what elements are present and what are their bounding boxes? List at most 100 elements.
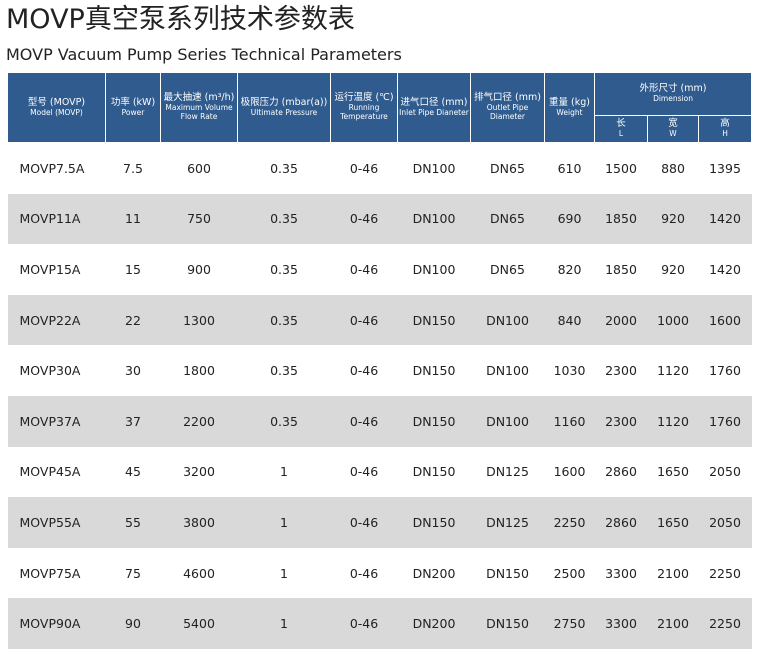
spec-table: 型号 (MOVP) Model (MOVP) 功率 (kW) Power 最大抽速 (m… bbox=[7, 72, 753, 649]
header-en: Ultimate Pressure bbox=[250, 107, 318, 117]
table-cell: 0-46 bbox=[330, 497, 398, 548]
table-head: 型号 (MOVP) Model (MOVP) 功率 (kW) Power 最大抽速 (m… bbox=[7, 72, 753, 143]
header-en: H bbox=[722, 129, 728, 139]
header-cell: 最大抽速 (m³/h) Maximum Volume Flow Rate bbox=[160, 72, 238, 143]
table-cell: 3300 bbox=[594, 598, 648, 649]
header-en: Running Temperature bbox=[340, 103, 388, 121]
table-cell: 3200 bbox=[183, 464, 215, 480]
table-cell: 0-46 bbox=[330, 395, 398, 447]
table-cell: 920 bbox=[647, 193, 699, 245]
header-en: Power bbox=[121, 107, 145, 117]
header-zh: 重量 (kg) bbox=[549, 96, 590, 108]
table-cell: DN150 bbox=[397, 497, 471, 548]
table-cell: 2300 bbox=[605, 363, 637, 379]
table-row: MOVP11A 11 750 0.35 0-46 DN100 DN65 690 1850 920 1… bbox=[7, 193, 752, 245]
table-row: MOVP37A 37 2200 0.35 0-46 DN150 DN100 1160 2300 1… bbox=[7, 395, 752, 447]
table-cell: 5400 bbox=[160, 598, 238, 649]
table-cell: 1600 bbox=[553, 464, 586, 480]
table-cell: 1300 bbox=[160, 294, 238, 346]
table-body: MOVP7.5A 7.5 600 0.35 0-46 DN100 DN65 610 1500 88… bbox=[7, 143, 752, 649]
table-cell: 1500 bbox=[605, 160, 637, 176]
table-cell: DN100 bbox=[397, 193, 471, 245]
header-en: Outlet Pipe Diameter bbox=[486, 103, 529, 121]
header-cell: 型号 (MOVP) Model (MOVP) bbox=[7, 72, 106, 143]
table-cell: 2300 bbox=[594, 395, 648, 447]
table-cell: MOVP15A bbox=[19, 261, 81, 277]
table-cell: MOVP75A bbox=[19, 565, 81, 581]
table-cell: 820 bbox=[557, 261, 582, 277]
table-row: MOVP15A 15 900 0.35 0-46 DN100 DN65 820 1850 920 1… bbox=[8, 244, 752, 295]
table-cell: 22 bbox=[105, 294, 161, 346]
table-cell: 1 bbox=[237, 497, 331, 548]
table-cell: 880 bbox=[661, 160, 685, 176]
header-en: Maximum Volume Flow Rate bbox=[165, 103, 233, 121]
table-row: MOVP45A 45 3200 1 0-46 DN150 DN125 1600 2860 1650… bbox=[8, 447, 752, 498]
table-cell: 3300 bbox=[605, 565, 637, 581]
table-cell: DN65 bbox=[490, 160, 525, 176]
table-cell: 1650 bbox=[657, 464, 689, 480]
table-cell: 75 bbox=[125, 565, 141, 581]
header-zh: 外形尺寸 (mm) bbox=[639, 83, 707, 95]
table-cell: 920 bbox=[661, 261, 685, 277]
table-cell: DN125 bbox=[486, 464, 529, 480]
table-cell: DN100 bbox=[470, 294, 545, 346]
header-cell: 排气口径 (mm) Outlet Pipe Diameter bbox=[470, 72, 545, 143]
header-zh: 宽 bbox=[668, 118, 678, 130]
table-cell: DN100 bbox=[412, 160, 456, 176]
table-row: MOVP22A 22 1300 0.35 0-46 DN150 DN100 840 2000 10… bbox=[7, 294, 752, 346]
table-cell: DN150 bbox=[397, 294, 471, 346]
header-zh: 运行温度 (℃) bbox=[334, 92, 394, 104]
table-row: MOVP30A 30 1800 0.35 0-46 DN150 DN100 1030 2300 1… bbox=[8, 345, 752, 396]
table-cell: 1120 bbox=[647, 395, 699, 447]
table-cell: 0-46 bbox=[349, 464, 379, 480]
header-cell: 重量 (kg) Weight bbox=[544, 72, 595, 143]
table-cell: 0-46 bbox=[330, 193, 398, 245]
table-cell: 2860 bbox=[605, 464, 637, 480]
header-zh: 极限压力 (mbar(a)) bbox=[240, 96, 328, 108]
table-cell: 2050 bbox=[709, 464, 741, 480]
table-cell: 37 bbox=[105, 395, 161, 447]
table-cell: 1 bbox=[280, 464, 288, 480]
table-cell: DN150 bbox=[470, 598, 545, 649]
table-cell: MOVP7.5A bbox=[19, 160, 85, 176]
table-cell: 0.35 bbox=[237, 193, 331, 245]
table-cell: 7.5 bbox=[123, 160, 143, 176]
title: MOVP真空泵系列技术参数表 bbox=[6, 4, 355, 35]
table-cell: DN100 bbox=[470, 395, 545, 447]
table-cell: MOVP45A bbox=[19, 464, 81, 480]
table-cell: 30 bbox=[125, 363, 141, 379]
table-cell: 45 bbox=[125, 464, 141, 480]
table-cell: 0.35 bbox=[237, 395, 331, 447]
table-cell: 0-46 bbox=[349, 160, 379, 176]
table-cell: 840 bbox=[544, 294, 595, 346]
header-en: Weight bbox=[556, 107, 583, 117]
table-cell: 690 bbox=[544, 193, 595, 245]
table-row: MOVP75A 75 4600 1 0-46 DN200 DN150 2500 3300 2100… bbox=[8, 548, 752, 599]
table-cell: 2000 bbox=[594, 294, 648, 346]
table-cell: 600 bbox=[187, 160, 211, 176]
table-cell: DN200 bbox=[412, 565, 456, 581]
table-cell: 90 bbox=[105, 598, 161, 649]
header-zh: 最大抽速 (m³/h) bbox=[163, 92, 235, 104]
header-cell: 功率 (kW) Power bbox=[105, 72, 161, 143]
table-cell: 2750 bbox=[544, 598, 595, 649]
table-cell: 2050 bbox=[698, 497, 752, 548]
table-cell: 1650 bbox=[647, 497, 699, 548]
table-cell: 900 bbox=[187, 261, 211, 277]
table-cell: DN150 bbox=[397, 395, 471, 447]
table-cell: 2250 bbox=[544, 497, 595, 548]
header-zh: 进气口径 (mm) bbox=[400, 96, 468, 108]
table-cell: 0-46 bbox=[349, 565, 379, 581]
table-cell: 2100 bbox=[657, 565, 689, 581]
table-cell: MOVP11A bbox=[7, 193, 106, 245]
table-cell: 11 bbox=[105, 193, 161, 245]
table-cell: 0.35 bbox=[270, 160, 298, 176]
table-cell: 0.35 bbox=[270, 363, 298, 379]
table-cell: 1760 bbox=[709, 363, 741, 379]
table-cell: 0-46 bbox=[349, 363, 379, 379]
table-row: MOVP7.5A 7.5 600 0.35 0-46 DN100 DN65 610 1500 88… bbox=[8, 143, 752, 194]
